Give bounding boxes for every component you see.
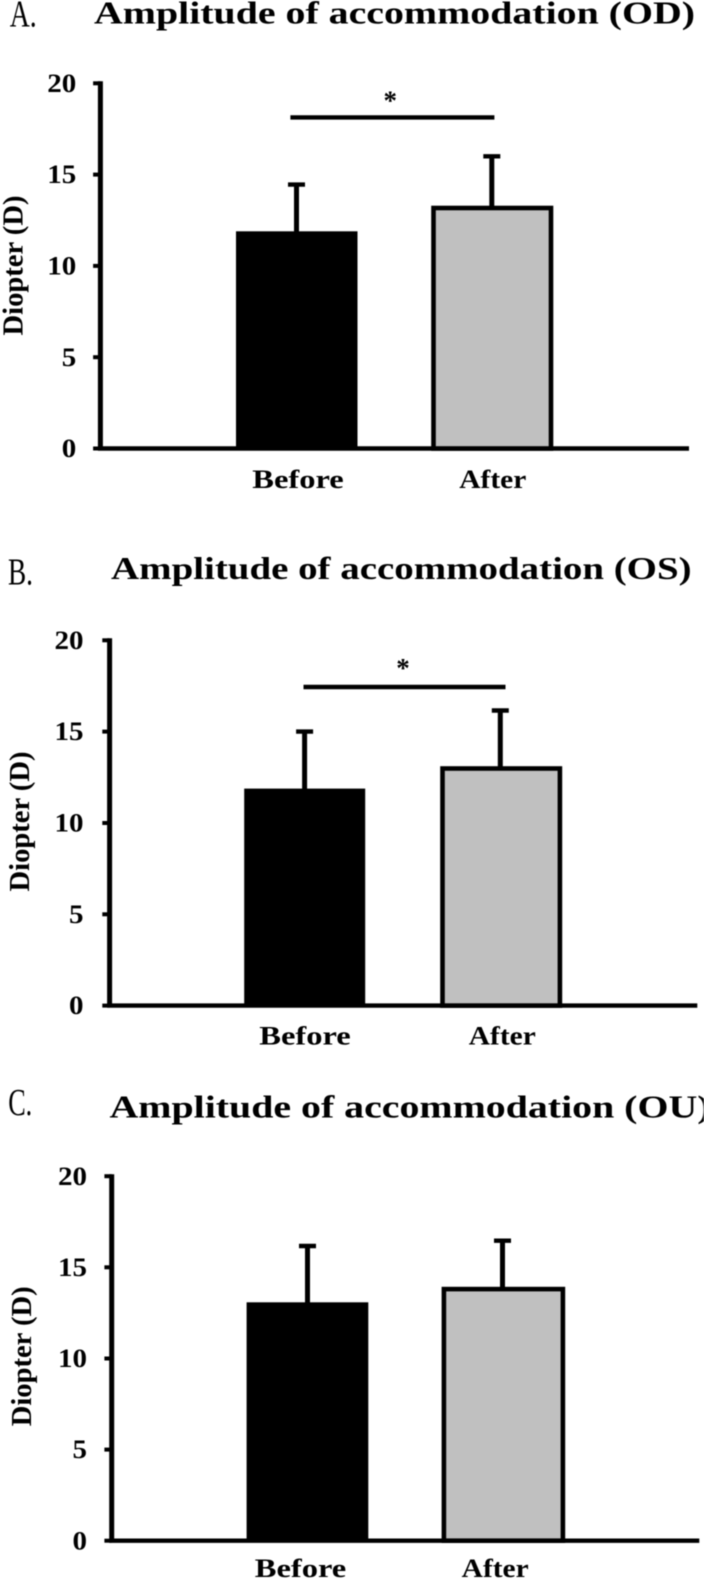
svg-text:20: 20 (58, 1162, 87, 1191)
svg-text:C.: C. (8, 1082, 32, 1124)
svg-text:0: 0 (62, 434, 77, 463)
svg-text:Before: Before (255, 1554, 347, 1579)
svg-text:After: After (459, 465, 526, 494)
svg-text:15: 15 (47, 160, 76, 189)
svg-text:20: 20 (47, 69, 76, 98)
svg-text:5: 5 (73, 1435, 88, 1464)
svg-text:10: 10 (55, 809, 84, 838)
svg-text:0: 0 (69, 991, 84, 1020)
svg-text:Amplitude of accommodation (OU: Amplitude of accommodation (OU) (110, 1089, 704, 1125)
svg-text:0: 0 (73, 1526, 88, 1555)
svg-text:Amplitude of accommodation (OD: Amplitude of accommodation (OD) (94, 0, 695, 31)
svg-text:5: 5 (62, 343, 77, 372)
svg-text:15: 15 (58, 1253, 87, 1282)
svg-text:A.: A. (10, 0, 37, 36)
svg-text:After: After (462, 1554, 529, 1579)
svg-text:15: 15 (55, 717, 84, 746)
svg-text:5: 5 (69, 900, 84, 929)
svg-text:10: 10 (47, 252, 76, 281)
svg-text:Before: Before (259, 1022, 351, 1051)
svg-text:B.: B. (8, 552, 33, 594)
svg-text:Diopter (D): Diopter (D) (7, 1286, 38, 1426)
svg-text:Diopter (D): Diopter (D) (5, 752, 36, 892)
svg-text:10: 10 (58, 1344, 87, 1373)
svg-text:*: * (396, 653, 410, 683)
svg-text:Amplitude of accommodation (OS: Amplitude of accommodation (OS) (111, 550, 692, 586)
svg-text:20: 20 (55, 626, 84, 655)
svg-text:Diopter (D): Diopter (D) (0, 196, 30, 336)
svg-text:After: After (469, 1022, 536, 1051)
svg-text:Before: Before (252, 465, 344, 494)
svg-text:*: * (384, 86, 398, 116)
